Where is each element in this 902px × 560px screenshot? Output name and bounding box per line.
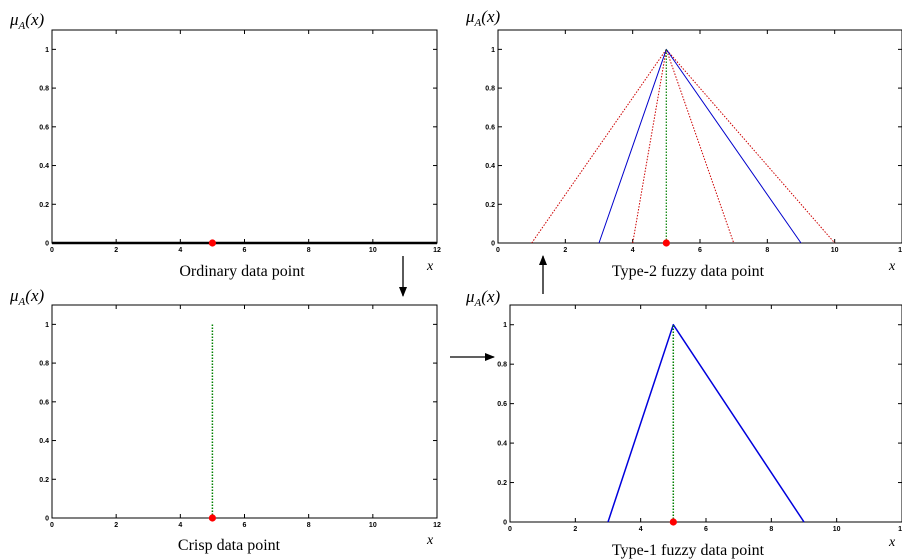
- y-axis-label-mu: μ: [465, 287, 475, 306]
- x-tick-label: 8: [307, 522, 311, 529]
- y-axis-label-arg: (x): [25, 10, 44, 29]
- y-axis-label-sub: A: [18, 20, 26, 32]
- x-tick-label: 2: [563, 247, 567, 254]
- x-tick-label: 4: [631, 247, 635, 254]
- series-line-0: [607, 323, 805, 523]
- y-axis-label-sub: A: [474, 17, 482, 29]
- y-tick-label: 0.2: [485, 202, 495, 209]
- y-axis-label-mu: μ: [9, 10, 19, 29]
- x-axis-label: x: [426, 259, 434, 274]
- data-point-marker: [208, 239, 217, 247]
- x-tick-label: 8: [769, 526, 773, 533]
- y-tick-label: 0: [45, 241, 49, 248]
- data-point-marker: [208, 514, 217, 522]
- y-tick-label: 0.2: [39, 202, 49, 209]
- chart-panel-type1: 0 2 4 6 8 10 12 0 0.2 0.4 0.6 0.8 1 Type-1 fuzzy data…: [465, 287, 902, 559]
- chart-panel-type2: 0 2 4 6 8 10 12 0 0.2 0.4 0.6 0.8 1 Type-2 fuzzy data…: [465, 7, 902, 280]
- y-tick-label: 0.4: [485, 163, 495, 170]
- x-tick-label: 10: [369, 522, 377, 529]
- y-axis-label-arg: (x): [481, 287, 500, 306]
- x-tick-label: 0: [50, 522, 54, 529]
- x-tick-label: 4: [178, 522, 182, 529]
- x-tick-label: 2: [114, 247, 118, 254]
- plot-frame: [51, 304, 438, 519]
- y-tick-label: 0.8: [497, 362, 507, 369]
- y-tick-label: 0: [45, 516, 49, 523]
- x-tick-label: 4: [178, 247, 182, 254]
- x-tick-label: 10: [831, 247, 839, 254]
- y-tick-label: 0.6: [497, 401, 507, 408]
- y-tick-label: 0.2: [497, 480, 507, 487]
- x-tick-label: 2: [573, 526, 577, 533]
- x-axis-label: x: [888, 535, 896, 550]
- y-axis-label-mu: μ: [9, 286, 19, 305]
- x-tick-label: 12: [898, 247, 902, 254]
- y-tick-label: 0.8: [485, 86, 495, 93]
- series-line-1: [632, 48, 735, 244]
- y-axis-label-arg: (x): [25, 286, 44, 305]
- y-tick-label: 0.6: [39, 124, 49, 131]
- y-tick-label: 0.4: [39, 438, 49, 445]
- y-axis-label-arg: (x): [481, 7, 500, 26]
- x-tick-label: 2: [114, 522, 118, 529]
- x-tick-label: 6: [243, 522, 247, 529]
- x-tick-label: 0: [508, 526, 512, 533]
- y-axis-label: μA(x): [9, 10, 44, 32]
- plot-frame: [51, 29, 438, 244]
- y-tick-label: 1: [45, 47, 49, 54]
- y-axis-label: μA(x): [9, 286, 44, 308]
- y-tick-label: 1: [503, 322, 507, 329]
- x-tick-label: 12: [433, 522, 441, 529]
- series-line-2: [598, 48, 802, 244]
- y-tick-label: 0: [491, 241, 495, 248]
- y-tick-label: 0.4: [39, 163, 49, 170]
- y-tick-label: 0.4: [497, 441, 507, 448]
- x-tick-label: 6: [698, 247, 702, 254]
- y-axis-label-mu: μ: [465, 7, 475, 26]
- plot-frame: [497, 29, 902, 244]
- y-axis-label-sub: A: [18, 296, 26, 308]
- x-tick-label: 6: [704, 526, 708, 533]
- y-tick-label: 0.6: [485, 124, 495, 131]
- data-point-marker: [669, 518, 677, 526]
- y-tick-label: 0.2: [39, 477, 49, 484]
- plot-frame: [509, 304, 902, 523]
- x-tick-label: 6: [243, 247, 247, 254]
- y-axis-label: μA(x): [465, 7, 500, 29]
- y-tick-label: 1: [45, 322, 49, 329]
- x-tick-label: 8: [765, 247, 769, 254]
- y-tick-label: 0.8: [39, 361, 49, 368]
- y-tick-label: 1: [491, 47, 495, 54]
- y-axis-label: μA(x): [465, 287, 500, 309]
- x-tick-label: 4: [639, 526, 643, 533]
- y-tick-label: 0: [503, 520, 507, 527]
- panel-caption: Ordinary data point: [179, 263, 305, 280]
- x-tick-label: 12: [898, 526, 902, 533]
- x-axis-label: x: [888, 259, 896, 274]
- x-tick-label: 0: [50, 247, 54, 254]
- x-axis-label: x: [426, 533, 434, 548]
- series-line-0: [531, 48, 836, 244]
- data-point-marker: [662, 239, 670, 247]
- x-tick-label: 10: [369, 247, 377, 254]
- x-tick-label: 8: [307, 247, 311, 254]
- chart-panel-crisp: 0 2 4 6 8 10 12 0 0.2 0.4 0.6 0.8 1 Crisp data point μ…: [9, 286, 441, 554]
- x-tick-label: 0: [496, 247, 500, 254]
- y-tick-label: 0.6: [39, 399, 49, 406]
- chart-panel-ordinary: 0 2 4 6 8 10 12 0 0.2 0.4 0.6 0.8 1 Ordinary data poi…: [9, 10, 441, 280]
- y-tick-label: 0.8: [39, 86, 49, 93]
- x-tick-label: 10: [833, 526, 841, 533]
- y-axis-label-sub: A: [474, 297, 482, 309]
- panel-caption: Type-2 fuzzy data point: [612, 263, 765, 280]
- panel-caption: Crisp data point: [178, 537, 281, 554]
- x-tick-label: 12: [433, 247, 441, 254]
- panel-caption: Type-1 fuzzy data point: [612, 542, 765, 559]
